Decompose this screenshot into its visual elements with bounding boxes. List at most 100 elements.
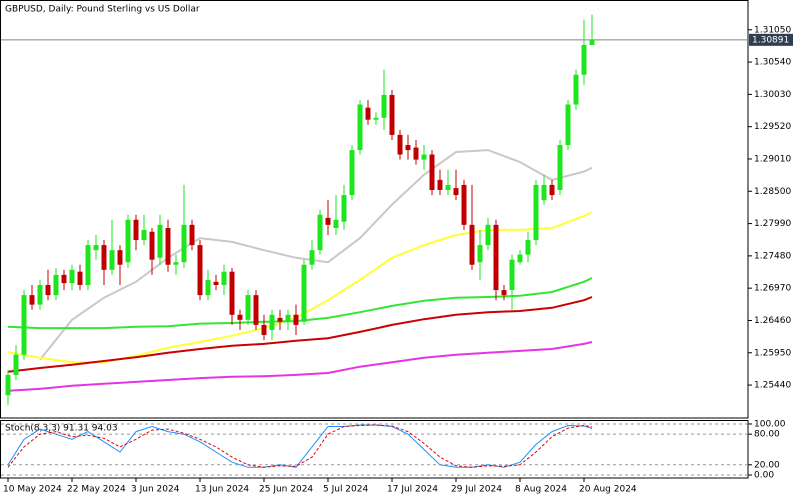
candle-body bbox=[213, 281, 219, 285]
candle-body bbox=[325, 217, 331, 225]
chart-title: GBPUSD, Daily: Pound Sterling vs US Doll… bbox=[5, 5, 200, 15]
candle-body bbox=[413, 147, 419, 160]
candle-body bbox=[381, 95, 387, 118]
candle-body bbox=[133, 219, 139, 241]
candle-body bbox=[141, 229, 147, 241]
candle-body bbox=[405, 145, 411, 151]
x-tick-label: 10 May 2024 bbox=[3, 485, 62, 495]
candle-body bbox=[205, 279, 211, 296]
candle-body bbox=[333, 219, 339, 228]
candle-body bbox=[397, 134, 403, 155]
candle-body bbox=[101, 245, 107, 270]
candle-body bbox=[221, 271, 227, 285]
candle-body bbox=[581, 44, 587, 75]
candle-body bbox=[549, 184, 555, 196]
y-tick-label: 1.26460 bbox=[754, 316, 791, 326]
candle-body bbox=[165, 228, 171, 265]
y-tick-label: 1.28500 bbox=[754, 187, 791, 197]
candle-body bbox=[317, 214, 323, 251]
candle-body bbox=[149, 231, 155, 260]
stoch-label: Stoch(8,3,3) 91.31 94.03 bbox=[5, 424, 118, 434]
candle-body bbox=[117, 250, 123, 265]
stoch-y-tick-label: 80.00 bbox=[754, 430, 780, 440]
candle-body bbox=[565, 104, 571, 146]
candle-body bbox=[277, 317, 283, 322]
candle-body bbox=[453, 188, 459, 196]
candle-body bbox=[309, 250, 315, 265]
candle-body bbox=[269, 314, 275, 330]
candle-body bbox=[29, 295, 35, 305]
candle-body bbox=[461, 184, 467, 225]
candle-body bbox=[437, 179, 443, 190]
stoch-line bbox=[7, 424, 593, 468]
candle-body bbox=[485, 224, 491, 246]
x-tick-label: 5 Jul 2024 bbox=[323, 485, 368, 495]
candle-body bbox=[469, 224, 475, 265]
candle-body bbox=[349, 150, 355, 196]
y-tick-label: 1.31050 bbox=[754, 25, 791, 35]
candle-body bbox=[541, 184, 547, 201]
candle-body bbox=[69, 269, 75, 284]
x-tick-label: 17 Jul 2024 bbox=[387, 485, 438, 495]
x-tick-label: 3 Jun 2024 bbox=[131, 485, 180, 495]
x-tick-label: 25 Jun 2024 bbox=[259, 485, 313, 495]
candle-body bbox=[357, 104, 363, 151]
current-price-tag bbox=[749, 33, 793, 46]
candle-body bbox=[93, 245, 99, 251]
y-tick-label: 1.25440 bbox=[754, 381, 791, 391]
candle-body bbox=[301, 264, 307, 322]
y-tick-label: 1.30030 bbox=[754, 90, 791, 100]
candle-body bbox=[61, 274, 67, 284]
candle-body bbox=[589, 39, 595, 45]
stoch-line bbox=[7, 424, 593, 468]
candle-body bbox=[85, 245, 91, 285]
x-tick-label: 13 Jun 2024 bbox=[195, 485, 249, 495]
main-panel-frame bbox=[0, 0, 749, 419]
candle-body bbox=[13, 354, 19, 375]
y-tick-label: 1.27990 bbox=[754, 219, 791, 229]
moving-average bbox=[7, 341, 593, 392]
candle-body bbox=[77, 271, 83, 285]
candle-body bbox=[341, 195, 347, 222]
candle-body bbox=[501, 290, 507, 296]
y-tick-label: 1.26970 bbox=[754, 284, 791, 294]
candle-body bbox=[229, 271, 235, 315]
moving-average bbox=[7, 277, 593, 330]
y-tick-label: 1.30540 bbox=[754, 58, 791, 68]
candle-body bbox=[557, 145, 563, 190]
candle-body bbox=[389, 95, 395, 135]
candle-body bbox=[573, 74, 579, 105]
candle-body bbox=[5, 374, 11, 396]
candle-body bbox=[45, 285, 51, 296]
candle-body bbox=[109, 250, 115, 270]
candle-body bbox=[421, 154, 427, 160]
candle-body bbox=[173, 262, 179, 265]
candle-body bbox=[373, 117, 379, 120]
stoch-y-tick-label: 0.00 bbox=[754, 470, 774, 480]
x-tick-label: 8 Aug 2024 bbox=[515, 485, 567, 495]
candle-body bbox=[285, 314, 291, 322]
candle-body bbox=[493, 224, 499, 291]
candle-body bbox=[525, 240, 531, 255]
y-tick-label: 1.29520 bbox=[754, 122, 791, 132]
y-tick-label: 1.25950 bbox=[754, 348, 791, 358]
candle-body bbox=[365, 107, 371, 120]
stoch-y-tick-label: 20.00 bbox=[754, 460, 780, 470]
x-tick-label: 29 Jul 2024 bbox=[451, 485, 502, 495]
candle-body bbox=[245, 295, 251, 320]
y-tick-label: 1.29010 bbox=[754, 154, 791, 164]
x-tick-label: 22 May 2024 bbox=[67, 485, 126, 495]
candle-body bbox=[181, 224, 187, 263]
moving-average bbox=[7, 296, 593, 373]
candle-body bbox=[293, 314, 299, 325]
candle-body bbox=[157, 224, 163, 258]
candle-body bbox=[477, 245, 483, 263]
candle-body bbox=[189, 224, 195, 246]
candle-body bbox=[517, 254, 523, 263]
candle-body bbox=[533, 184, 539, 241]
x-tick-label: 20 Aug 2024 bbox=[579, 485, 637, 495]
moving-average bbox=[39, 149, 593, 361]
